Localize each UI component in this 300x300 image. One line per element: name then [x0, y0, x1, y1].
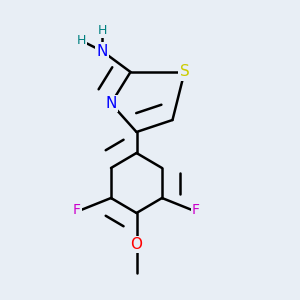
Text: S: S — [180, 64, 189, 80]
Text: H: H — [97, 23, 107, 37]
Text: O: O — [130, 237, 142, 252]
Text: F: F — [192, 203, 200, 217]
Text: F: F — [73, 203, 81, 217]
Text: H: H — [76, 34, 86, 47]
Text: N: N — [96, 44, 108, 59]
Text: N: N — [105, 96, 117, 111]
